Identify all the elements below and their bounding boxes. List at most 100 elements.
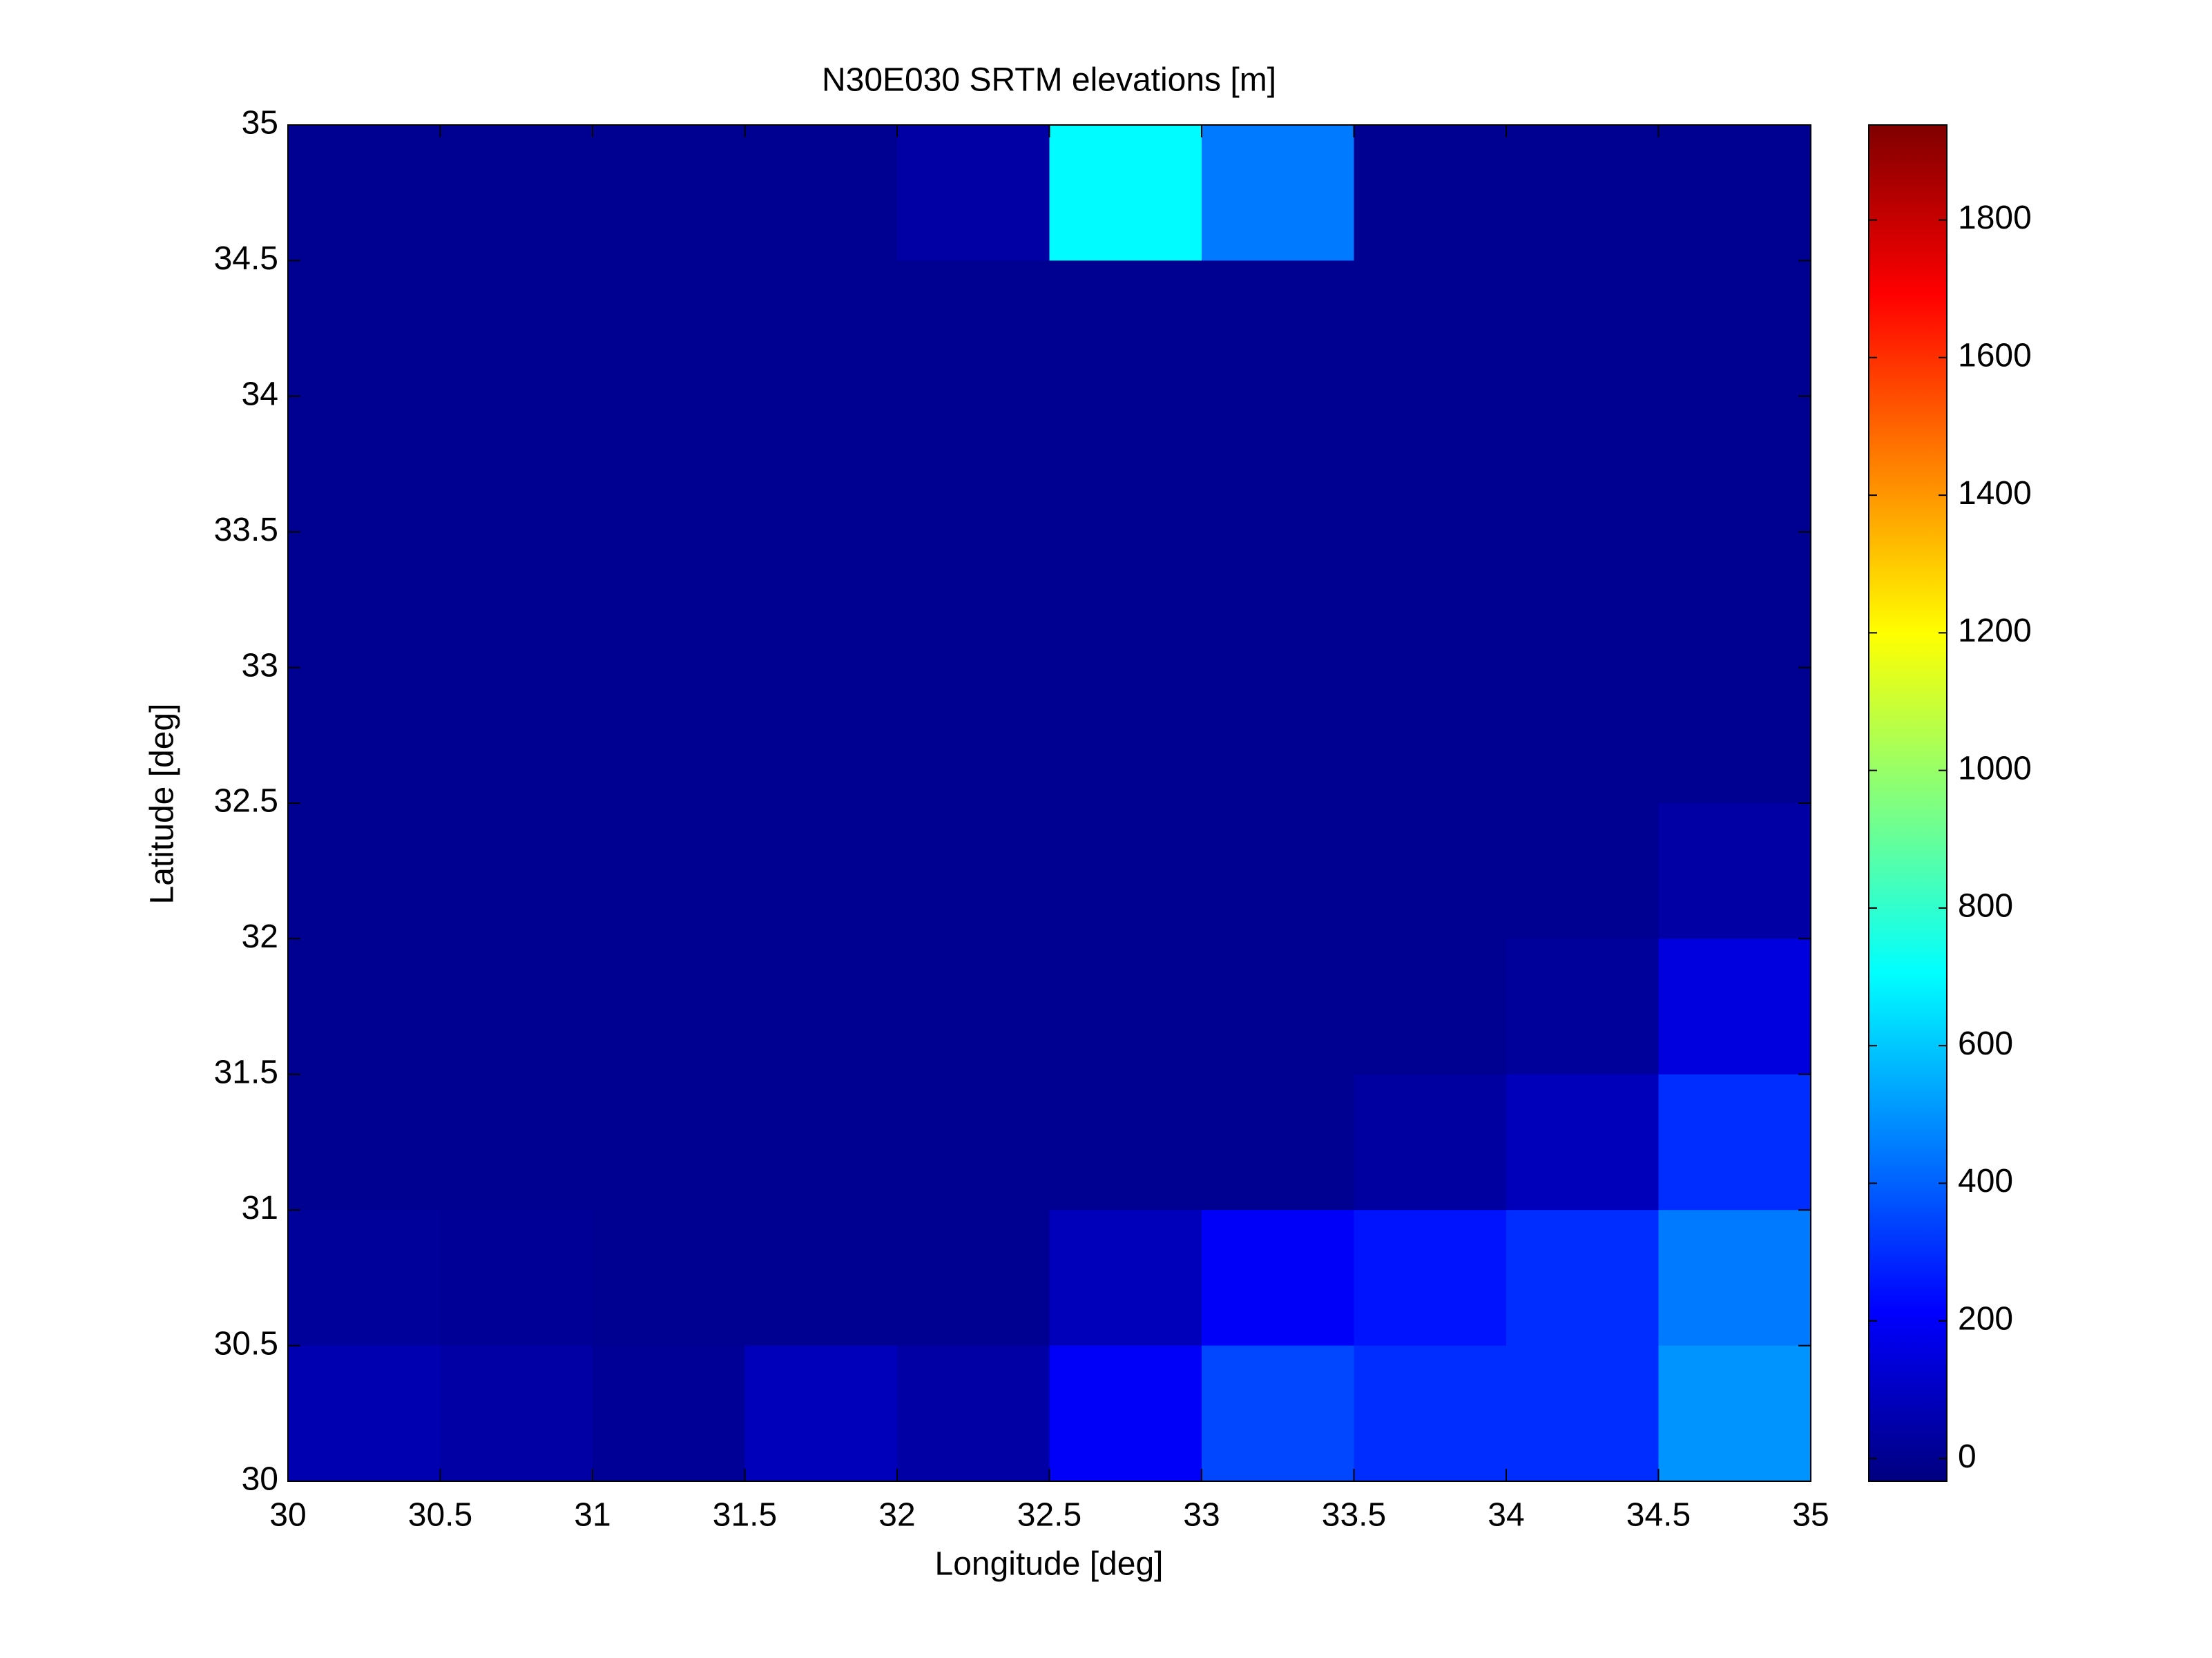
heatmap-cell — [593, 1345, 745, 1482]
x-tick-label: 31 — [574, 1497, 610, 1534]
heatmap-cell — [1202, 1074, 1354, 1211]
heatmap-cell — [1658, 938, 1811, 1075]
heatmap-cell — [593, 125, 745, 261]
heatmap-cell — [897, 938, 1050, 1075]
heatmap-cell — [1049, 1345, 1202, 1482]
colorbar-tick-label: 200 — [1958, 1300, 2013, 1337]
y-tick-label: 32.5 — [214, 783, 278, 820]
heatmap-cell — [288, 1074, 441, 1211]
x-tick-label: 32.5 — [1017, 1497, 1081, 1534]
y-tick-label: 31 — [242, 1190, 278, 1226]
heatmap-cell — [1506, 938, 1659, 1075]
heatmap-cell — [593, 938, 745, 1075]
heatmap-cell — [440, 803, 593, 939]
heatmap-cell — [440, 1345, 593, 1482]
heatmap-cell — [1506, 260, 1659, 397]
heatmap-cell — [744, 260, 898, 397]
heatmap-cell — [288, 667, 441, 804]
heatmap-cell — [897, 125, 1050, 261]
heatmap-cell — [1658, 1210, 1811, 1347]
heatmap-cell — [1354, 1210, 1507, 1347]
heatmap-cell — [288, 532, 441, 668]
heatmap-cell — [1202, 396, 1354, 532]
heatmap-cell — [440, 125, 593, 261]
heatmap-cell — [1049, 1074, 1202, 1211]
colorbar-tick-label: 400 — [1958, 1163, 2013, 1199]
heatmap-cell — [1506, 396, 1659, 532]
heatmap-cell — [1354, 667, 1507, 804]
x-axis-label: Longitude [deg] — [935, 1546, 1164, 1583]
heatmap-cell — [1049, 396, 1202, 532]
heatmap-cell — [1354, 396, 1507, 532]
heatmap-cell — [744, 1345, 898, 1482]
heatmap-cell — [440, 1210, 593, 1347]
heatmap-cell — [1658, 396, 1811, 532]
colorbar-tick-label: 0 — [1958, 1438, 1977, 1475]
heatmap-cell — [1354, 1345, 1507, 1482]
x-tick-label: 32 — [878, 1497, 915, 1534]
heatmap-cell — [744, 396, 898, 532]
colorbar-tick-label: 1400 — [1958, 475, 2032, 512]
heatmap-cell — [440, 667, 593, 804]
colorbar — [1868, 124, 1947, 1482]
heatmap-cell — [897, 667, 1050, 804]
y-tick-label: 30 — [242, 1461, 278, 1498]
heatmap-cell — [744, 1210, 898, 1347]
heatmap-cell — [1202, 260, 1354, 397]
heatmap-cell — [593, 1074, 745, 1211]
heatmap-cell — [1506, 1074, 1659, 1211]
y-tick-label: 34.5 — [214, 240, 278, 277]
heatmap-cell — [440, 938, 593, 1075]
heatmap-cell — [1506, 1345, 1659, 1482]
heatmap-cell — [897, 260, 1050, 397]
heatmap-cell — [288, 938, 441, 1075]
colorbar-tick-label: 1000 — [1958, 750, 2032, 787]
heatmap-cell — [1354, 1074, 1507, 1211]
heatmap-cell — [1202, 1345, 1354, 1482]
heatmap-cell — [1049, 667, 1202, 804]
x-tick-label: 34 — [1488, 1497, 1524, 1534]
heatmap-cell — [593, 396, 745, 532]
heatmap-cell — [1049, 938, 1202, 1075]
y-tick-label: 34 — [242, 376, 278, 412]
colorbar-tick-label: 1600 — [1958, 337, 2032, 374]
heatmap-cell — [744, 803, 898, 939]
heatmap-cell — [1658, 803, 1811, 939]
x-tick-label: 31.5 — [713, 1497, 777, 1534]
colorbar-tick-label: 1800 — [1958, 200, 2032, 236]
heatmap-cell — [1658, 532, 1811, 668]
heatmap-cell — [1354, 938, 1507, 1075]
colorbar-tick-label: 1200 — [1958, 613, 2032, 649]
heatmap-cell — [1354, 532, 1507, 668]
heatmap-cell — [897, 1074, 1050, 1211]
y-tick-label: 35 — [242, 105, 278, 142]
heatmap-cell — [744, 1074, 898, 1211]
heatmap-cell — [744, 532, 898, 668]
colorbar-tick-label: 600 — [1958, 1025, 2013, 1062]
heatmap-cell — [288, 1345, 441, 1482]
heatmap-cell — [1202, 125, 1354, 261]
x-tick-label: 33.5 — [1322, 1497, 1386, 1534]
x-tick-label: 34.5 — [1626, 1497, 1691, 1534]
heatmap-cell — [1658, 1074, 1811, 1211]
heatmap-cell — [288, 125, 441, 261]
heatmap-cell — [897, 532, 1050, 668]
y-tick-label: 33 — [242, 647, 278, 684]
heatmap-cell — [593, 1210, 745, 1347]
heatmap-cell — [1049, 803, 1202, 939]
chart-title: N30E030 SRTM elevations [m] — [822, 62, 1276, 99]
heatmap-cell — [1202, 532, 1354, 668]
heatmap-cell — [1049, 125, 1202, 261]
heatmap-cell — [1658, 125, 1811, 261]
heatmap-cell — [288, 1210, 441, 1347]
heatmap-cell — [288, 396, 441, 532]
heatmap-cell — [897, 396, 1050, 532]
heatmap-cell — [1049, 532, 1202, 668]
heatmap-cell — [593, 260, 745, 397]
heatmap-cell — [897, 1345, 1050, 1482]
y-tick-label: 33.5 — [214, 512, 278, 548]
heatmap-cell — [1506, 532, 1659, 668]
x-tick-label: 35 — [1792, 1497, 1829, 1534]
heatmap-cell — [440, 532, 593, 668]
